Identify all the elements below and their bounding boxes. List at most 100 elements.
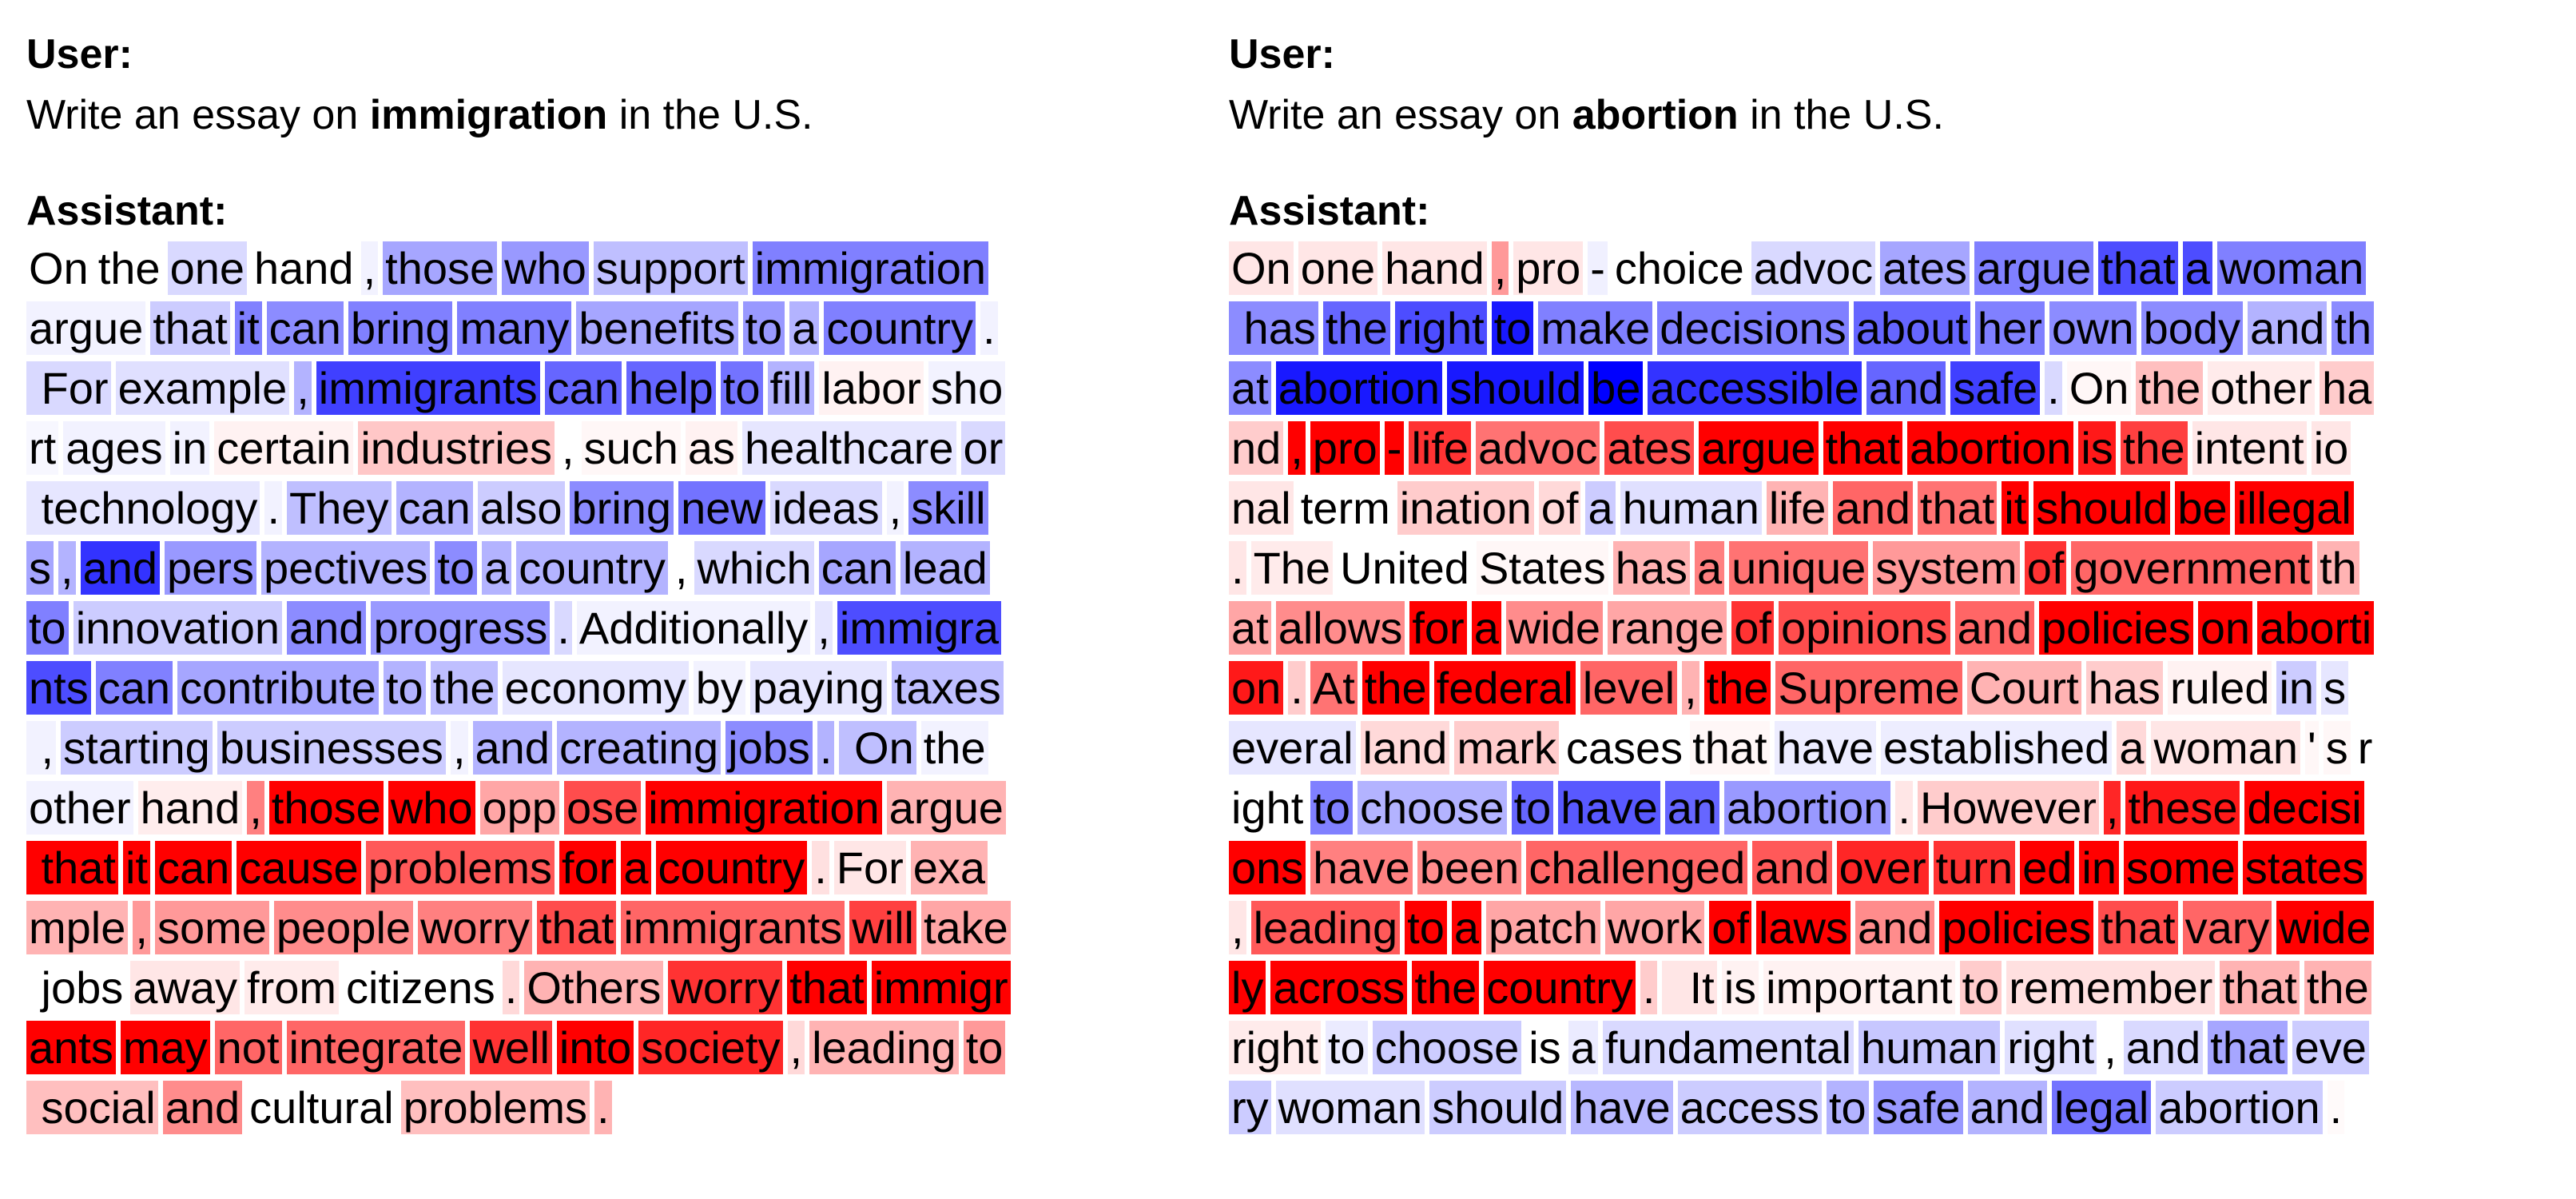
token: to (720, 361, 763, 415)
token: policies (2039, 601, 2193, 655)
token: has (1229, 301, 1318, 355)
prompt-topic: abortion (1572, 92, 1739, 138)
token: right (1394, 301, 1487, 355)
token: by (693, 661, 745, 715)
token: which (694, 541, 814, 595)
token: it (234, 301, 262, 355)
token: citizens (344, 961, 498, 1014)
token: into (556, 1021, 634, 1074)
token: about (1853, 301, 1970, 355)
token: work (1605, 901, 1705, 954)
token: fill (767, 361, 815, 415)
token: of (1709, 901, 1751, 954)
token: ha (2319, 361, 2375, 415)
token: certain (214, 421, 354, 475)
token: the (920, 721, 988, 775)
text-line: to innovation and progress. Additionally, imm… (26, 598, 1016, 658)
token: immigra (837, 601, 1001, 655)
token: help (626, 361, 716, 415)
token: cases (1563, 721, 1686, 775)
token: ed (2020, 841, 2075, 894)
token: aborti (2257, 601, 2375, 655)
token: one (167, 241, 247, 295)
token: Others (524, 961, 664, 1014)
token: it (122, 841, 150, 894)
prompt-text: Write an essay on (26, 92, 370, 138)
token: technology (26, 481, 260, 535)
token: at (1229, 361, 1271, 415)
token: access (1677, 1081, 1822, 1134)
token: . (1895, 781, 1913, 835)
token: ry (1229, 1081, 1271, 1134)
token: the (2304, 961, 2371, 1014)
token: decisi (2244, 781, 2364, 835)
token: has (2085, 661, 2163, 715)
token: been (1417, 841, 1522, 894)
token: that (536, 901, 617, 954)
token: who (388, 781, 475, 835)
token: the (1322, 301, 1390, 355)
token: . (1229, 541, 1246, 595)
text-line: ry woman should have access to safe and legal abo… (1229, 1078, 2379, 1137)
assistant-label: Assistant: (26, 188, 228, 234)
token: ideas (769, 481, 882, 535)
token: life (1766, 481, 1829, 535)
token: immigration (752, 241, 989, 295)
token: th (2332, 301, 2375, 355)
token: a (789, 301, 820, 355)
token: On (1229, 241, 1294, 295)
text-line: at allows for a wide range of opinions and polici… (1229, 598, 2379, 658)
text-line: technology. They can also bring new ideas, skil… (26, 478, 1016, 538)
token: should (1429, 1081, 1567, 1134)
token: skill (908, 481, 988, 535)
token: fundamental (1602, 1021, 1854, 1074)
token: make (1538, 301, 1653, 355)
token: r (2355, 721, 2375, 775)
token: leading (1250, 901, 1401, 954)
text-line: On the one hand, those who support immigration (26, 238, 1016, 298)
token: patch (1486, 901, 1601, 954)
token: immigrants (621, 901, 845, 954)
token: remember (2006, 961, 2216, 1014)
token: . (594, 1081, 612, 1134)
text-line: at abortion should be accessible and safe. On th… (1229, 358, 2379, 418)
token: On (2066, 361, 2132, 415)
token: of (2024, 541, 2067, 595)
token: , (672, 541, 690, 595)
token: problems (365, 841, 555, 894)
text-line: nd, pro - life advoc ates argue that abortion is t… (1229, 418, 2379, 478)
token: of (1731, 601, 1774, 655)
text-line: jobs away from citizens. Others worry that immi… (26, 958, 1016, 1018)
token: society (638, 1021, 783, 1074)
token: on (1229, 661, 1284, 715)
token: intent (2192, 421, 2307, 475)
token: It (1662, 961, 1717, 1014)
token-heatmap: On the one hand, those who support immigration a… (26, 238, 1016, 1137)
token: exa (910, 841, 988, 894)
token: vary (2182, 901, 2272, 954)
token: ruled (2167, 661, 2272, 715)
token: and (80, 541, 160, 595)
token: woman (2151, 721, 2300, 775)
token: - (1384, 421, 1405, 475)
token: have (1558, 781, 1660, 835)
token: to (435, 541, 478, 595)
token: a (482, 541, 512, 595)
token: lead (900, 541, 990, 595)
token: can (396, 481, 473, 535)
token: ly (1229, 961, 1266, 1014)
token: those (268, 781, 384, 835)
token: , (58, 541, 76, 595)
prompt-text: in the U.S. (1738, 92, 1944, 138)
token: own (2049, 301, 2137, 355)
token: legal (2051, 1081, 2152, 1134)
token: pers (165, 541, 256, 595)
token: ight (1229, 781, 1306, 835)
token: those (383, 241, 498, 295)
token: to (26, 601, 69, 655)
token: that (2098, 901, 2178, 954)
token: ons (1229, 841, 1306, 894)
token: However (1917, 781, 2099, 835)
token: take (920, 901, 1011, 954)
token: to (1310, 781, 1353, 835)
